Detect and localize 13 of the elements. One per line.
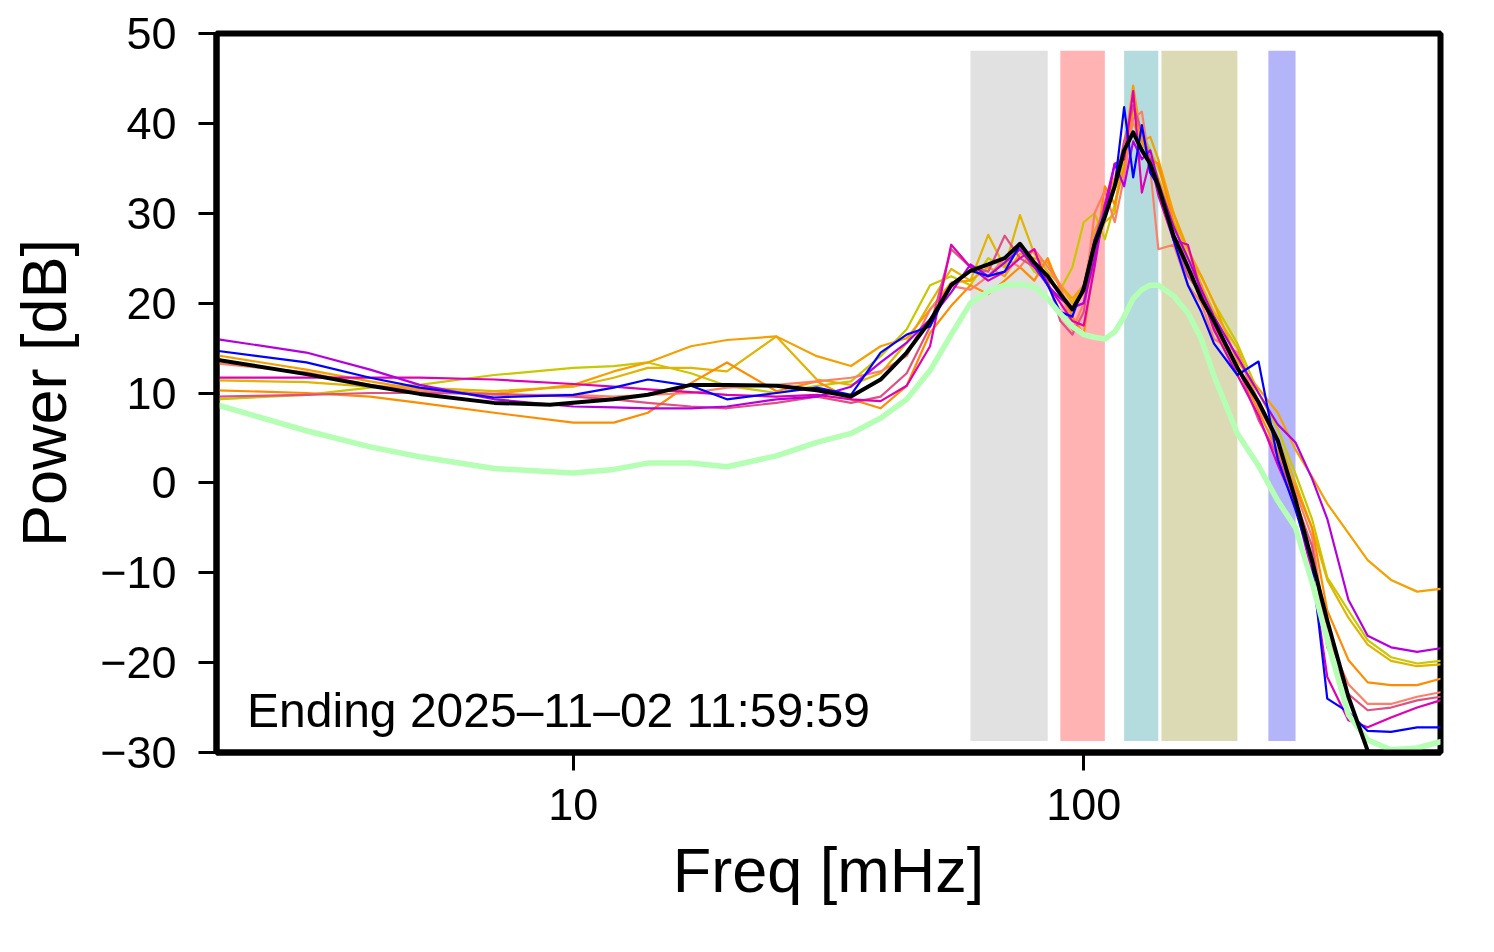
y-axis-title: Power [dB] xyxy=(9,238,80,548)
y-tick-label: 30 xyxy=(126,187,177,239)
y-tick-label: 50 xyxy=(126,8,177,59)
x-tick-label: 100 xyxy=(1046,778,1122,830)
y-tick-label: 0 xyxy=(151,457,177,509)
y-tick-label: 40 xyxy=(126,97,177,149)
annotation: Ending 2025–11–02 11:59:59 xyxy=(247,683,870,737)
y-tick-label: −30 xyxy=(100,727,177,778)
y-tick-label: 20 xyxy=(126,277,177,329)
y-tick-label: −10 xyxy=(100,547,177,599)
x-axis-title: Freq [mHz] xyxy=(672,834,985,905)
y-tick-label: −20 xyxy=(100,637,177,689)
y-tick-label: 10 xyxy=(126,367,177,419)
